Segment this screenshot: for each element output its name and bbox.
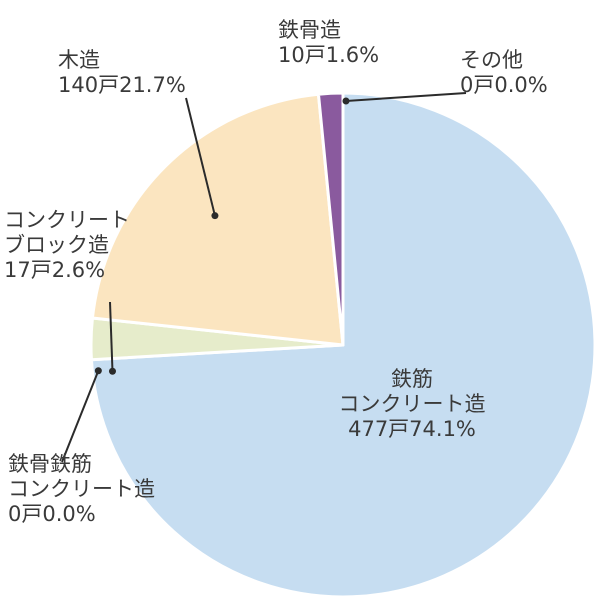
src-name-line1: 鉄骨鉄筋: [8, 452, 92, 476]
other-name-line1: その他: [460, 48, 523, 72]
pie-slices: [89, 91, 597, 599]
src-count-label: 0戸0.0%: [8, 502, 96, 526]
wood-name-line1: 木造: [58, 48, 100, 72]
leader-line-block: [109, 301, 114, 372]
slice-label-wood: 木造 140戸21.7%: [58, 48, 186, 98]
rc-count-label: 477戸74.1%: [348, 417, 476, 441]
other-count-label: 0戸0.0%: [460, 73, 548, 97]
pie-slice-steel: [316, 91, 345, 347]
steel-name-line1: 鉄骨造: [278, 18, 341, 42]
leader-line-wood: [185, 97, 216, 216]
block-name-line1: コンクリート: [4, 208, 130, 232]
slice-label-src: 鉄骨鉄筋 コンクリート造 0戸0.0%: [8, 452, 155, 527]
leader-dot-wood: [211, 212, 219, 220]
slice-label-steel: 鉄骨造 10戸1.6%: [278, 18, 379, 68]
block-name-line2: ブロック造: [4, 233, 109, 257]
steel-count-label: 10戸1.6%: [278, 43, 380, 67]
leader-dot-block: [108, 367, 116, 375]
src-name-line2: コンクリート造: [8, 477, 155, 501]
pie-slice-wood: [90, 92, 345, 347]
rc-name-line1: 鉄筋: [391, 367, 433, 391]
wood-count-label: 140戸21.7%: [58, 73, 186, 97]
leader-lines: [61, 92, 467, 463]
rc-name-line2: コンクリート造: [338, 392, 486, 416]
leader-line-src: [61, 370, 100, 463]
block-count-label: 17戸2.6%: [4, 258, 106, 282]
leader-dot-src: [94, 367, 102, 375]
leader-line-other: [345, 92, 467, 103]
slice-label-block: コンクリート ブロック造 17戸2.6%: [4, 208, 130, 283]
leader-dot-other: [342, 97, 350, 105]
slice-label-other: その他 0戸0.0%: [460, 48, 548, 98]
slice-label-rc: 鉄筋 コンクリート造 477戸74.1%: [312, 367, 512, 442]
